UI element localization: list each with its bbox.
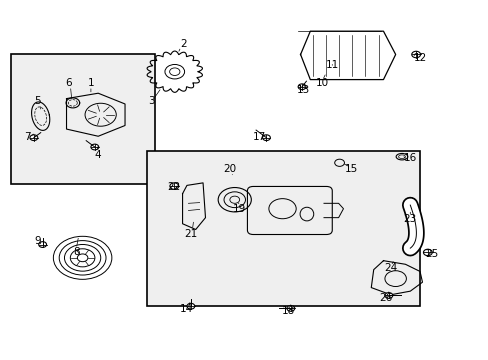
Bar xyxy=(147,151,419,306)
Circle shape xyxy=(262,135,270,140)
Circle shape xyxy=(384,293,392,298)
Circle shape xyxy=(169,183,178,189)
Text: 13: 13 xyxy=(296,85,309,95)
Circle shape xyxy=(39,242,46,247)
Text: 26: 26 xyxy=(379,293,392,303)
Text: 10: 10 xyxy=(315,78,328,88)
Circle shape xyxy=(91,144,99,150)
Text: 25: 25 xyxy=(425,248,438,258)
Text: 11: 11 xyxy=(325,60,338,70)
Text: 12: 12 xyxy=(412,53,426,63)
Text: 19: 19 xyxy=(232,204,246,214)
Text: 6: 6 xyxy=(65,78,72,88)
Text: 14: 14 xyxy=(179,304,192,314)
Circle shape xyxy=(411,51,420,58)
Text: 21: 21 xyxy=(184,229,197,239)
Text: 18: 18 xyxy=(281,306,294,316)
Circle shape xyxy=(77,254,88,262)
Circle shape xyxy=(286,306,294,311)
Text: 5: 5 xyxy=(34,96,41,106)
Text: 24: 24 xyxy=(384,263,397,273)
Text: 4: 4 xyxy=(95,150,102,160)
Text: 16: 16 xyxy=(403,153,416,163)
Circle shape xyxy=(186,303,194,309)
Text: 2: 2 xyxy=(180,39,186,49)
Circle shape xyxy=(164,64,184,79)
Bar xyxy=(11,54,155,184)
Text: 22: 22 xyxy=(167,182,180,192)
Text: 15: 15 xyxy=(345,164,358,174)
Text: 9: 9 xyxy=(34,236,41,246)
Text: 20: 20 xyxy=(223,164,236,174)
Text: 17: 17 xyxy=(252,132,265,142)
Circle shape xyxy=(423,249,431,256)
Text: 1: 1 xyxy=(87,78,94,88)
Text: 7: 7 xyxy=(24,132,31,142)
Text: 23: 23 xyxy=(403,215,416,224)
Text: 3: 3 xyxy=(148,96,155,106)
Circle shape xyxy=(298,84,305,90)
Circle shape xyxy=(30,135,38,140)
Text: 8: 8 xyxy=(73,247,80,257)
